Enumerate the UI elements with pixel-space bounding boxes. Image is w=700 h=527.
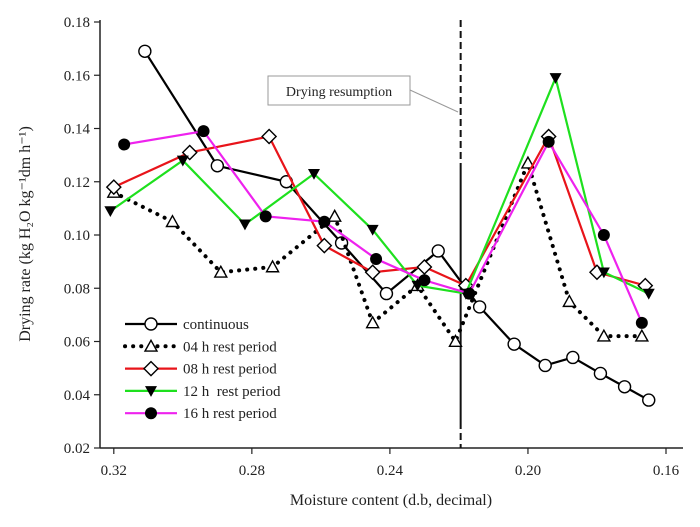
filled-circle-marker — [145, 407, 157, 420]
legend-item: 08 h rest period — [125, 360, 277, 378]
open-circle-marker — [538, 358, 552, 373]
down-triangle-marker — [104, 206, 117, 218]
series-2 — [106, 155, 650, 347]
x-tick-label: 0.16 — [653, 463, 680, 479]
open-triangle-marker — [143, 338, 159, 352]
open-circle-marker — [210, 159, 225, 173]
y-tick-label: 0.18 — [64, 15, 90, 31]
down-triangle-marker — [366, 224, 379, 236]
open-diamond-marker — [261, 128, 278, 145]
y-tick-label: 0.06 — [64, 335, 91, 351]
filled-circle-marker — [418, 274, 431, 287]
open-circle-marker — [642, 393, 656, 407]
series-line — [109, 74, 650, 295]
y-tick-label: 0.02 — [64, 441, 90, 457]
filled-circle-marker — [370, 252, 383, 265]
filled-circle-marker — [597, 229, 610, 241]
legend-label: 12 h rest period — [183, 384, 281, 400]
down-triangle-marker — [238, 219, 251, 231]
filled-circle-marker — [197, 125, 210, 138]
down-triangle-marker — [642, 288, 655, 300]
annotation: Drying resumption — [267, 75, 459, 113]
open-diamond-marker — [416, 258, 433, 275]
axes: 0.02 0.04 0.06 0.08 0.10 0.12 0.14 0.16 0.18 0.32… — [64, 15, 683, 479]
series-line — [111, 157, 644, 346]
y-tick-label: 0.04 — [64, 388, 91, 404]
y-tick-label: 0.10 — [64, 228, 90, 244]
open-circle-marker — [593, 366, 608, 381]
legend-item: 16 h rest period — [125, 406, 277, 422]
y-tick-label: 0.12 — [64, 175, 90, 191]
filled-circle-marker — [318, 215, 331, 228]
open-triangle-marker — [213, 264, 228, 278]
open-triangle-marker — [365, 315, 380, 329]
open-diamond-marker — [143, 360, 159, 377]
legend: continuous 04 h rest period 08 h rest peri… — [123, 317, 281, 422]
y-tick-label: 0.16 — [64, 68, 91, 84]
x-tick-label: 0.24 — [377, 463, 404, 479]
legend-item: continuous — [125, 317, 249, 333]
annotation-box — [267, 75, 411, 106]
open-circle-marker — [144, 317, 158, 331]
open-triangle-marker — [165, 214, 180, 228]
open-circle-marker — [617, 380, 632, 394]
down-triangle-marker — [307, 168, 320, 180]
x-axis-label: Moisture content (d.b, decimal) — [290, 492, 492, 509]
legend-item: 12 h rest period — [125, 384, 281, 400]
open-diamond-marker — [316, 237, 333, 254]
open-circle-marker — [566, 350, 580, 365]
open-circle-marker — [379, 286, 394, 301]
open-triangle-marker — [562, 294, 577, 308]
down-triangle-marker — [145, 386, 157, 397]
open-diamond-marker — [105, 179, 122, 196]
down-triangle-marker — [597, 267, 610, 279]
series-line — [123, 129, 643, 324]
open-triangle-marker — [634, 328, 650, 342]
legend-label: 04 h rest period — [183, 339, 277, 355]
open-circle-marker — [472, 300, 487, 314]
x-tick-label: 0.28 — [239, 463, 265, 479]
y-axis-label: Drying rate (kg H₂O kg⁻¹dm h⁻¹) — [17, 126, 34, 342]
annotation-leader — [409, 89, 459, 113]
x-tick-label: 0.32 — [101, 463, 127, 479]
filled-circle-marker — [259, 210, 272, 223]
legend-label: 16 h rest period — [183, 406, 277, 422]
down-triangle-marker — [549, 73, 562, 84]
series-1 — [138, 44, 656, 407]
filled-circle-marker — [118, 138, 131, 151]
open-circle-marker — [431, 244, 445, 258]
series-4 — [104, 73, 655, 300]
open-triangle-marker — [448, 334, 463, 347]
open-triangle-marker — [520, 155, 536, 169]
y-tick-label: 0.08 — [64, 281, 90, 297]
legend-item: 04 h rest period — [123, 338, 277, 355]
open-triangle-marker — [265, 259, 280, 273]
open-triangle-marker — [596, 328, 612, 342]
x-tick-label: 0.20 — [515, 463, 541, 479]
open-circle-marker — [138, 44, 152, 58]
legend-label: continuous — [183, 317, 249, 333]
annotation-text: Drying resumption — [286, 85, 392, 100]
series-group — [104, 44, 656, 407]
open-triangle-marker — [327, 208, 342, 222]
filled-circle-marker — [542, 135, 555, 148]
open-circle-marker — [507, 337, 521, 351]
series-5 — [118, 125, 648, 329]
down-triangle-marker — [176, 155, 189, 167]
open-diamond-marker — [364, 264, 381, 281]
series-3 — [105, 128, 654, 294]
filled-circle-marker — [635, 316, 648, 329]
legend-label: 08 h rest period — [183, 362, 277, 378]
y-tick-label: 0.14 — [64, 122, 91, 138]
filled-circle-marker — [463, 287, 476, 300]
